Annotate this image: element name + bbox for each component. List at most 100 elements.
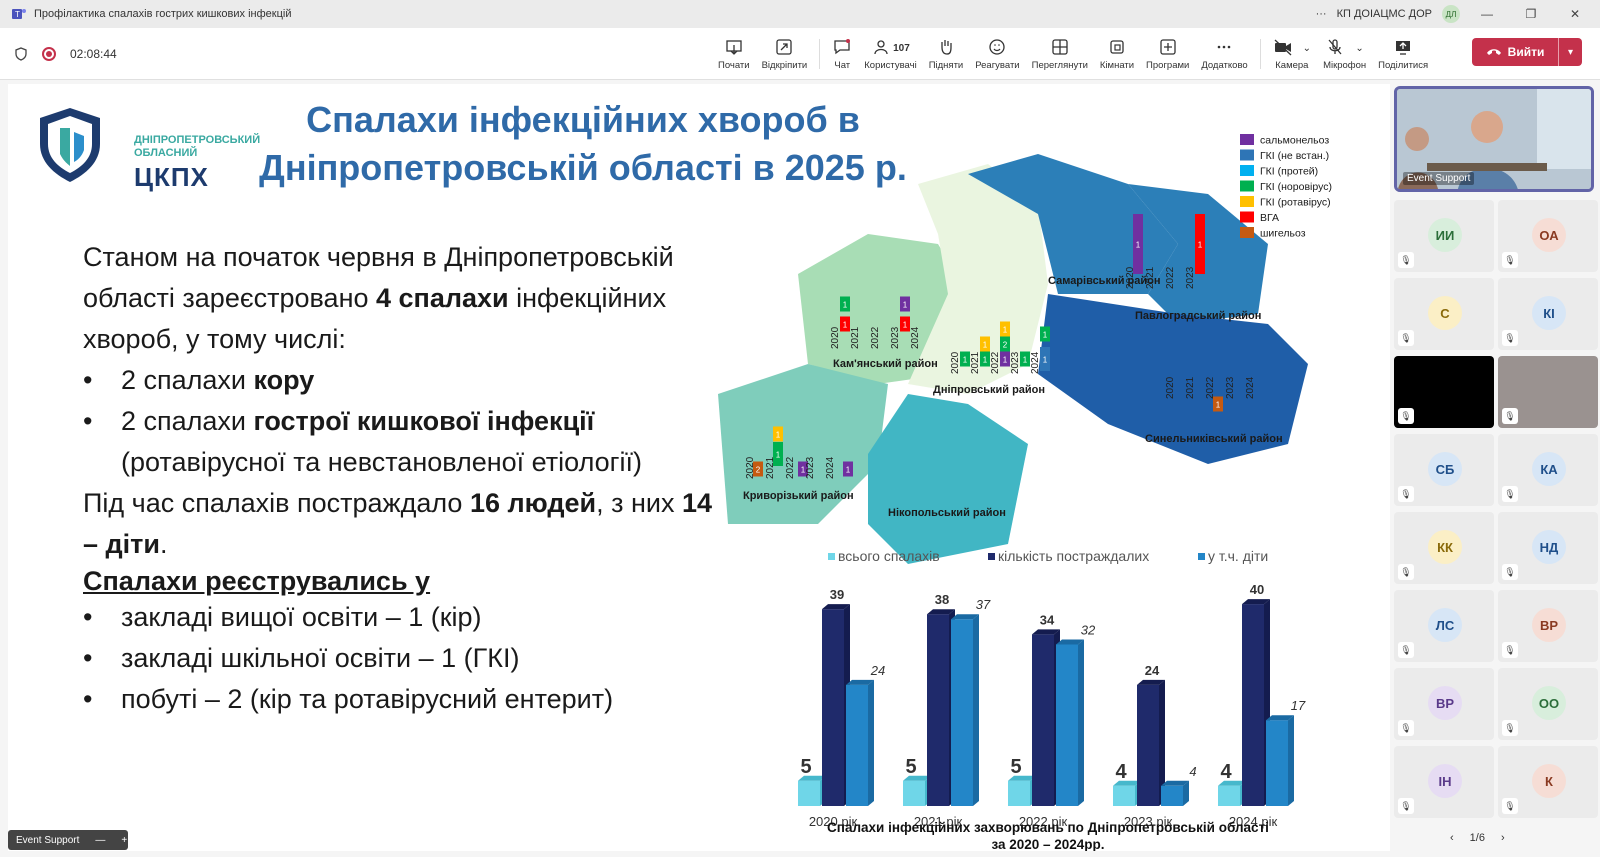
district-label: Нікопольський район bbox=[888, 507, 1006, 519]
map-bar-marker bbox=[960, 351, 970, 367]
outbreaks-bar-chart: всього спалахів кількість постраждалих у т… bbox=[798, 548, 1306, 851]
chart-data-label: 5 bbox=[1010, 756, 1021, 778]
toolbar-button-present[interactable]: Почати bbox=[712, 28, 756, 80]
user-avatar[interactable]: ДЛ bbox=[1442, 5, 1460, 23]
chart-data-label: 4 bbox=[1115, 761, 1127, 783]
tool-icon-row bbox=[936, 37, 956, 60]
participant-avatar: ОА bbox=[1532, 218, 1566, 252]
participant-tile[interactable]: ЛС 🎙 bbox=[1394, 590, 1494, 662]
participant-tile[interactable]: ВР 🎙 bbox=[1394, 668, 1494, 740]
pager-next-button[interactable]: › bbox=[1500, 832, 1505, 844]
district-year-label: 2021 bbox=[1185, 376, 1196, 399]
participant-tile[interactable]: ОО 🎙 bbox=[1498, 668, 1598, 740]
district-label: Самарівський район bbox=[1048, 275, 1161, 287]
district-year-label: 2022 bbox=[785, 456, 796, 479]
participant-tile[interactable]: 🎙 bbox=[1498, 356, 1598, 428]
leave-dropdown-chevron-icon[interactable]: ▾ bbox=[1558, 38, 1582, 66]
minimize-button[interactable]: — bbox=[1481, 7, 1493, 21]
tool-label: Мікрофон bbox=[1323, 60, 1367, 71]
participant-tile[interactable]: НД 🎙 bbox=[1498, 512, 1598, 584]
participant-tile[interactable]: 🎙 bbox=[1394, 356, 1494, 428]
chart-data-label: 38 bbox=[935, 592, 949, 607]
district-year-label: 2020 bbox=[950, 351, 961, 374]
map-bar-label: 1 bbox=[1003, 356, 1008, 365]
text-run: Станом на початок червня в Дніпропетровс… bbox=[83, 242, 674, 313]
chart-bar bbox=[1161, 785, 1183, 806]
slide-title-line-1: Спалахи інфекційних хвороб в bbox=[306, 99, 860, 140]
slide-title-line-2: Дніпропетровській області в 2025 р. bbox=[259, 147, 907, 188]
mic-icon bbox=[1328, 39, 1342, 55]
toolbar-button-mic[interactable]: ⌄ Мікрофон bbox=[1317, 28, 1372, 80]
map-bar-marker bbox=[1133, 214, 1143, 274]
bullet-household: побуті – 2 (кір та ротавірусний ентерит) bbox=[83, 679, 723, 720]
legend-label: ГКІ (норовірус) bbox=[1260, 181, 1332, 193]
map-bar-marker bbox=[840, 316, 850, 332]
text-run-bold: 14 – діти bbox=[83, 488, 713, 559]
map-bar-marker bbox=[798, 461, 808, 477]
chevron-down-icon[interactable]: ⌄ bbox=[1355, 43, 1364, 54]
chart-title: Спалахи інфекційних захворювань по Дніпр… bbox=[827, 820, 1269, 835]
self-view-pill[interactable]: Event Support — + bbox=[8, 830, 128, 850]
close-window-button[interactable]: ✕ bbox=[1569, 7, 1581, 21]
tool-label: Почати bbox=[718, 60, 750, 71]
legend-swatch bbox=[1240, 134, 1254, 145]
map-bar-marker bbox=[900, 296, 910, 312]
leave-label: Вийти bbox=[1507, 45, 1545, 59]
map-region-nikopolskyi bbox=[868, 394, 1028, 564]
map-bar-label: 1 bbox=[1216, 401, 1221, 410]
participant-tile[interactable]: ОА 🎙 bbox=[1498, 200, 1598, 272]
toolbar-button-unpin[interactable]: Відкріпити bbox=[756, 28, 814, 80]
participant-avatar: КІ bbox=[1532, 296, 1566, 330]
pager-prev-button[interactable]: ‹ bbox=[1450, 832, 1454, 844]
mic-muted-icon: 🎙 bbox=[1398, 330, 1414, 346]
toolbar-button-more[interactable]: Додатково bbox=[1195, 28, 1253, 80]
toolbar-button-view[interactable]: Переглянути bbox=[1026, 28, 1094, 80]
map-bar-marker bbox=[980, 351, 990, 367]
chevron-down-icon[interactable]: ⌄ bbox=[1302, 43, 1312, 54]
toolbar-button-share[interactable]: Поділитися bbox=[1372, 28, 1434, 80]
chart-bar-top bbox=[1161, 780, 1189, 786]
participant-tile[interactable]: ИИ 🎙 bbox=[1394, 200, 1494, 272]
restore-button[interactable]: ❐ bbox=[1525, 7, 1537, 21]
district-year-label: 2023 bbox=[805, 456, 816, 479]
self-view-label: Event Support bbox=[16, 834, 80, 846]
toolbar-button-chat[interactable]: Чат bbox=[826, 28, 858, 80]
self-view-minimize-button[interactable]: — bbox=[95, 834, 106, 846]
tool-icon-row bbox=[987, 37, 1007, 60]
toolbar-button-rooms[interactable]: Кімнати bbox=[1094, 28, 1140, 80]
presenter-video-tile[interactable]: Event Support bbox=[1394, 86, 1594, 192]
bullet-measles: 2 спалахи кору bbox=[83, 360, 723, 401]
toolbar-button-people[interactable]: 107 Користувачі bbox=[858, 28, 922, 80]
toolbar-button-react[interactable]: Реагувати bbox=[969, 28, 1025, 80]
mic-muted-icon: 🎙 bbox=[1502, 486, 1518, 502]
chart-bar-top bbox=[1113, 780, 1141, 786]
participant-tile[interactable]: ВР 🎙 bbox=[1498, 590, 1598, 662]
meeting-timer: 02:08:44 bbox=[70, 46, 117, 61]
chart-bar bbox=[1218, 785, 1240, 806]
chart-data-label: 24 bbox=[870, 663, 885, 678]
leave-button[interactable]: Вийти ▾ bbox=[1472, 38, 1582, 66]
toolbar-button-raise-hand[interactable]: Підняти bbox=[923, 28, 970, 80]
toolbar-button-apps[interactable]: Програми bbox=[1140, 28, 1195, 80]
participant-tile[interactable]: КК 🎙 bbox=[1394, 512, 1494, 584]
apps-icon bbox=[1160, 39, 1176, 55]
participant-tile[interactable]: СБ 🎙 bbox=[1394, 434, 1494, 506]
legend-swatch bbox=[1240, 180, 1254, 192]
window-title: Профілактика спалахів гострих кишкових і… bbox=[34, 8, 292, 20]
more-options-button[interactable]: ··· bbox=[1315, 8, 1327, 20]
chart-data-label: 5 bbox=[800, 756, 811, 778]
participant-tile[interactable]: КА 🎙 bbox=[1498, 434, 1598, 506]
participant-tile[interactable]: С 🎙 bbox=[1394, 278, 1494, 350]
participant-tile[interactable]: ІН 🎙 bbox=[1394, 746, 1494, 818]
participant-tile[interactable]: КІ 🎙 bbox=[1498, 278, 1598, 350]
tool-label: Програми bbox=[1146, 60, 1190, 71]
participant-tile[interactable]: К 🎙 bbox=[1498, 746, 1598, 818]
tool-label: Кімнати bbox=[1099, 60, 1135, 71]
chart-bar-top bbox=[1008, 775, 1036, 781]
self-view-add-button[interactable]: + bbox=[121, 834, 128, 846]
toolbar-button-camera[interactable]: ⌄ Камера bbox=[1267, 28, 1317, 80]
map-bar-marker bbox=[1000, 336, 1010, 352]
chart-data-label: 32 bbox=[1081, 622, 1096, 637]
shield-icon bbox=[15, 46, 27, 61]
chart-bar-top bbox=[1137, 679, 1165, 685]
